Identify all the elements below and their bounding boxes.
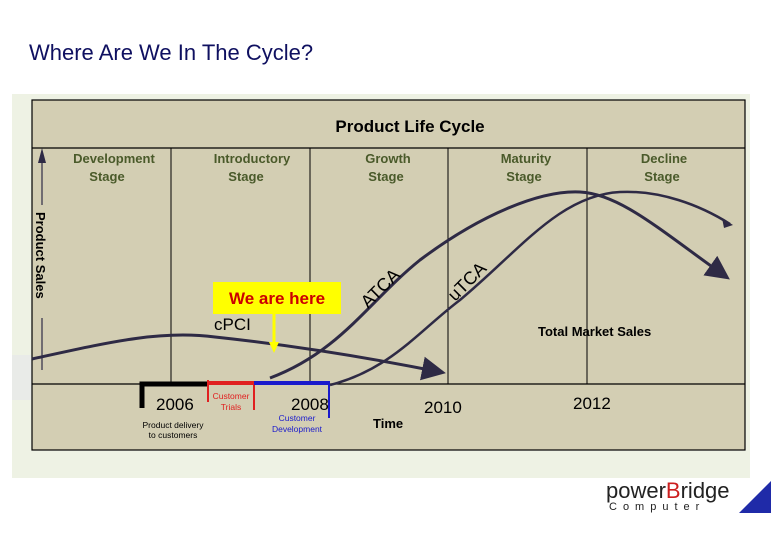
logo-triangle-icon — [739, 481, 771, 513]
year-2008: 2008 — [291, 395, 329, 414]
stage-label-decline: Decline — [641, 151, 687, 166]
year-2006: 2006 — [156, 395, 194, 414]
timeline-milestones — [139, 380, 330, 418]
arrow-up-icon — [38, 148, 46, 163]
curve-label-cpci: cPCI — [214, 315, 251, 334]
curve-cpci — [31, 333, 446, 381]
powerbridge-logo: powerBridge Computer — [606, 478, 771, 514]
stage-label-introductory: Introductory — [214, 151, 291, 166]
svg-text:We are here: We are here — [229, 289, 325, 308]
we-are-here-callout: We are here — [213, 282, 341, 353]
curve-atca — [269, 190, 730, 380]
svg-text:Stage: Stage — [506, 169, 541, 184]
x-axis-label: Time — [373, 416, 403, 431]
svg-text:Stage: Stage — [228, 169, 263, 184]
diagram-frame — [31, 99, 746, 451]
svg-text:to customers: to customers — [149, 430, 198, 440]
milestone-trials-label: Customer — [213, 391, 250, 401]
svg-text:Stage: Stage — [368, 169, 403, 184]
slide-title: Where Are We In The Cycle? — [29, 40, 314, 65]
svg-text:Development: Development — [272, 424, 323, 434]
curve-utca — [329, 190, 731, 387]
year-2012: 2012 — [573, 394, 611, 413]
svg-text:Stage: Stage — [644, 169, 679, 184]
milestone-delivery-label: Product delivery — [143, 420, 205, 430]
svg-text:Trials: Trials — [221, 402, 241, 412]
svg-text:Stage: Stage — [89, 169, 124, 184]
total-market-sales-label: Total Market Sales — [538, 324, 651, 339]
stage-label-growth: Growth — [365, 151, 411, 166]
y-axis: Product Sales — [33, 148, 48, 370]
milestone-development-label: Customer — [279, 413, 316, 423]
year-2010: 2010 — [424, 398, 462, 417]
stage-label-development: Development — [73, 151, 155, 166]
decorative-box — [12, 355, 32, 400]
stage-label-maturity: Maturity — [501, 151, 552, 166]
diagram-header: Product Life Cycle — [335, 117, 484, 136]
arrow-down-icon — [269, 342, 279, 353]
y-axis-label: Product Sales — [33, 212, 48, 299]
